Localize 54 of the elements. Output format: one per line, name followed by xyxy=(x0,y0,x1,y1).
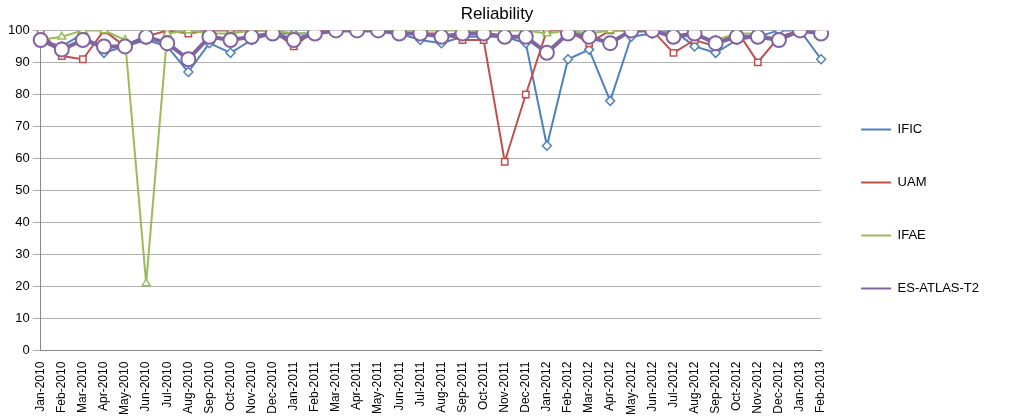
chart-title: Reliability xyxy=(460,3,534,23)
x-tick-label: Oct-2011 xyxy=(475,361,490,411)
x-tick-label: Nov-2011 xyxy=(497,361,512,413)
y-tick-label: 100 xyxy=(7,21,30,37)
x-tick-label: Jun-2010 xyxy=(138,361,153,412)
y-tick-label: 40 xyxy=(15,214,30,230)
x-tick-label: Aug-2010 xyxy=(180,361,195,414)
x-tick-label: Jul-2012 xyxy=(665,361,680,408)
x-tick-label: Jan-2013 xyxy=(792,361,807,412)
legend-label: IFIC xyxy=(897,121,923,137)
x-tick-label: Apr-2011 xyxy=(349,361,364,411)
x-tick-label: Jul-2011 xyxy=(412,361,427,407)
x-tick-label: Jun-2012 xyxy=(644,361,659,412)
x-tick-label: Feb-2012 xyxy=(560,361,575,414)
x-tick-label: Dec-2011 xyxy=(518,361,533,413)
y-tick-label: 0 xyxy=(22,342,30,358)
x-tick-label: May-2010 xyxy=(117,361,132,416)
x-tick-label: Mar-2010 xyxy=(75,361,90,413)
x-tick-label: Sep-2010 xyxy=(201,361,216,414)
x-tick-label: Nov-2010 xyxy=(243,361,258,414)
y-tick-label: 70 xyxy=(15,118,30,134)
y-tick-label: 60 xyxy=(15,150,30,166)
x-tick-label: Nov-2012 xyxy=(750,361,765,414)
x-tick-label: Aug-2011 xyxy=(433,361,448,413)
legend-label: IFAE xyxy=(897,227,927,243)
x-tick-label: May-2012 xyxy=(623,361,638,416)
x-tick-label: Mar-2011 xyxy=(328,361,343,413)
y-tick-label: 10 xyxy=(15,310,30,326)
x-tick-label: Jan-2010 xyxy=(33,361,47,412)
x-tick-label: Jan-2012 xyxy=(539,361,554,412)
x-tick-label: Feb-2011 xyxy=(307,361,322,413)
x-tick-label: Feb-2013 xyxy=(813,361,828,414)
x-tick-label: Dec-2010 xyxy=(265,361,280,414)
x-tick-label: Jun-2011 xyxy=(391,361,406,411)
x-tick-label: Aug-2012 xyxy=(686,361,701,414)
x-tick-label: Apr-2010 xyxy=(96,361,111,412)
y-tick-label: 90 xyxy=(15,54,30,69)
legend-label: ES-ATLAS-T2 xyxy=(897,280,979,296)
y-tick-label: 30 xyxy=(15,246,30,262)
x-tick-label: Oct-2012 xyxy=(729,361,744,411)
y-tick-label: 20 xyxy=(15,278,30,294)
y-tick-label: 50 xyxy=(15,182,30,198)
x-tick-label: Jul-2010 xyxy=(159,361,174,408)
x-tick-label: Oct-2010 xyxy=(222,361,237,411)
x-tick-label: Dec-2012 xyxy=(771,361,786,414)
y-tick-label: 80 xyxy=(15,86,30,102)
x-tick-label: Sep-2012 xyxy=(707,361,722,414)
x-tick-label: Apr-2012 xyxy=(602,361,617,412)
x-tick-label: Mar-2012 xyxy=(581,361,596,413)
x-tick-label: Jan-2011 xyxy=(286,361,301,411)
legend-label: UAM xyxy=(897,174,927,190)
x-tick-label: Sep-2011 xyxy=(454,361,469,413)
x-tick-label: Feb-2010 xyxy=(54,361,69,414)
x-tick-label: May-2011 xyxy=(370,361,385,415)
